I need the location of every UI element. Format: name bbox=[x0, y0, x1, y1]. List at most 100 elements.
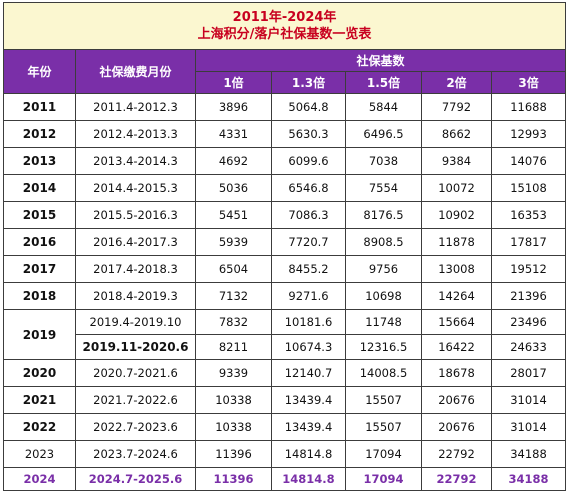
title-line-1: 2011年-2024年 bbox=[232, 10, 337, 25]
value-1x: 5036 bbox=[195, 174, 272, 202]
header-multiplier-1-5: 1.5倍 bbox=[345, 71, 422, 94]
period-cell: 2018.4-2019.3 bbox=[75, 282, 196, 310]
value-1-3x: 5064.8 bbox=[271, 93, 346, 121]
period-cell: 2012.4-2013.3 bbox=[75, 120, 196, 148]
value-2x: 16422 bbox=[421, 334, 492, 360]
year-cell: 2017 bbox=[3, 255, 76, 283]
table-row-highlighted: 2024 2024.7-2025.6 11396 14814.8 17094 2… bbox=[3, 467, 567, 491]
year-cell: 2015 bbox=[3, 201, 76, 229]
table-row: 2021 2021.7-2022.6 10338 13439.4 15507 2… bbox=[3, 386, 567, 414]
value-3x: 31014 bbox=[490, 386, 567, 414]
value-1-3x: 10674.3 bbox=[271, 334, 346, 360]
table-row: 2014 2014.4-2015.3 5036 6546.8 7554 1007… bbox=[3, 174, 567, 202]
year-cell: 2016 bbox=[3, 228, 76, 256]
table-row: 2020 2020.7-2021.6 9339 12140.7 14008.5 … bbox=[3, 359, 567, 387]
header-multiplier-1-3: 1.3倍 bbox=[271, 71, 346, 94]
value-1-3x: 8455.2 bbox=[271, 255, 346, 283]
header-multiplier-1: 1倍 bbox=[195, 71, 272, 94]
value-3x: 34188 bbox=[490, 467, 567, 491]
value-1-5x: 8908.5 bbox=[345, 228, 422, 256]
value-1-3x: 7720.7 bbox=[271, 228, 346, 256]
header-base-group: 社保基数 bbox=[194, 49, 567, 72]
value-2x: 11878 bbox=[421, 228, 492, 256]
value-1x: 6504 bbox=[195, 255, 272, 283]
period-cell: 2021.7-2022.6 bbox=[75, 386, 196, 414]
table-row: 2018 2018.4-2019.3 7132 9271.6 10698 142… bbox=[3, 282, 567, 310]
value-2x: 10072 bbox=[421, 174, 492, 202]
value-1-3x: 14814.8 bbox=[271, 467, 346, 491]
value-1x: 4331 bbox=[195, 120, 272, 148]
value-2x: 20676 bbox=[421, 386, 492, 414]
value-1x: 5939 bbox=[195, 228, 272, 256]
value-2x: 14264 bbox=[421, 282, 492, 310]
period-cell: 2017.4-2018.3 bbox=[75, 255, 196, 283]
year-cell: 2013 bbox=[3, 147, 76, 175]
value-1-3x: 10181.6 bbox=[271, 309, 346, 335]
period-cell: 2019.4-2019.10 bbox=[75, 309, 196, 335]
period-cell: 2016.4-2017.3 bbox=[75, 228, 196, 256]
year-cell: 2020 bbox=[3, 359, 76, 387]
year-cell: 2019 bbox=[3, 309, 76, 360]
value-1-5x: 7554 bbox=[345, 174, 422, 202]
value-3x: 24633 bbox=[490, 334, 567, 360]
value-1-3x: 6099.6 bbox=[271, 147, 346, 175]
value-1-3x: 13439.4 bbox=[271, 386, 346, 414]
value-1-5x: 7038 bbox=[345, 147, 422, 175]
value-2x: 22792 bbox=[421, 467, 492, 491]
value-2x: 9384 bbox=[421, 147, 492, 175]
period-cell: 2019.11-2020.6 bbox=[75, 334, 196, 360]
period-cell: 2014.4-2015.3 bbox=[75, 174, 196, 202]
table-row: 2019.11-2020.6 8211 10674.3 12316.5 1642… bbox=[4, 334, 567, 360]
value-1x: 4692 bbox=[195, 147, 272, 175]
year-cell: 2011 bbox=[3, 93, 76, 121]
value-1x: 3896 bbox=[195, 93, 272, 121]
value-3x: 11688 bbox=[490, 93, 567, 121]
value-1-5x: 6496.5 bbox=[345, 120, 422, 148]
value-2x: 15664 bbox=[421, 309, 492, 335]
header-period: 社保缴费月份 bbox=[75, 49, 196, 94]
table-row: 2011 2011.4-2012.3 3896 5064.8 5844 7792… bbox=[3, 93, 567, 121]
year-cell: 2024 bbox=[3, 467, 76, 491]
value-3x: 23496 bbox=[490, 309, 567, 335]
period-cell: 2013.4-2014.3 bbox=[75, 147, 196, 175]
table-row: 2019 2019.4-2019.10 7832 10181.6 11748 1… bbox=[3, 309, 567, 360]
value-3x: 14076 bbox=[490, 147, 567, 175]
value-1-3x: 6546.8 bbox=[271, 174, 346, 202]
value-1-5x: 8176.5 bbox=[345, 201, 422, 229]
value-1-5x: 10698 bbox=[345, 282, 422, 310]
header-multiplier-3: 3倍 bbox=[490, 71, 567, 94]
value-3x: 16353 bbox=[490, 201, 567, 229]
value-1-5x: 15507 bbox=[345, 386, 422, 414]
period-cell: 2024.7-2025.6 bbox=[75, 467, 196, 491]
value-3x: 31014 bbox=[490, 413, 567, 441]
header-multiplier-2: 2倍 bbox=[421, 71, 492, 94]
value-3x: 28017 bbox=[490, 359, 567, 387]
value-3x: 21396 bbox=[490, 282, 567, 310]
value-1-3x: 14814.8 bbox=[271, 440, 346, 468]
table-row: 2015 2015.5-2016.3 5451 7086.3 8176.5 10… bbox=[3, 201, 567, 229]
table-row: 2013 2013.4-2014.3 4692 6099.6 7038 9384… bbox=[3, 147, 567, 175]
value-1-5x: 5844 bbox=[345, 93, 422, 121]
table-row: 2017 2017.4-2018.3 6504 8455.2 9756 1300… bbox=[3, 255, 567, 283]
value-3x: 15108 bbox=[490, 174, 567, 202]
value-2x: 18678 bbox=[421, 359, 492, 387]
value-2x: 22792 bbox=[421, 440, 492, 468]
value-1-3x: 13439.4 bbox=[271, 413, 346, 441]
period-cell: 2020.7-2021.6 bbox=[75, 359, 196, 387]
value-2x: 10902 bbox=[421, 201, 492, 229]
year-cell: 2012 bbox=[3, 120, 76, 148]
value-1x: 5451 bbox=[195, 201, 272, 229]
value-3x: 12993 bbox=[490, 120, 567, 148]
value-1-3x: 7086.3 bbox=[271, 201, 346, 229]
year-cell: 2021 bbox=[3, 386, 76, 414]
value-3x: 17817 bbox=[490, 228, 567, 256]
period-cell: 2023.7-2024.6 bbox=[75, 440, 196, 468]
period-cell: 2022.7-2023.6 bbox=[75, 413, 196, 441]
year-cell: 2018 bbox=[3, 282, 76, 310]
table-row: 2016 2016.4-2017.3 5939 7720.7 8908.5 11… bbox=[3, 228, 567, 256]
value-1-5x: 17094 bbox=[345, 467, 422, 491]
value-1x: 7132 bbox=[195, 282, 272, 310]
value-1-3x: 5630.3 bbox=[271, 120, 346, 148]
value-1-5x: 14008.5 bbox=[345, 359, 422, 387]
